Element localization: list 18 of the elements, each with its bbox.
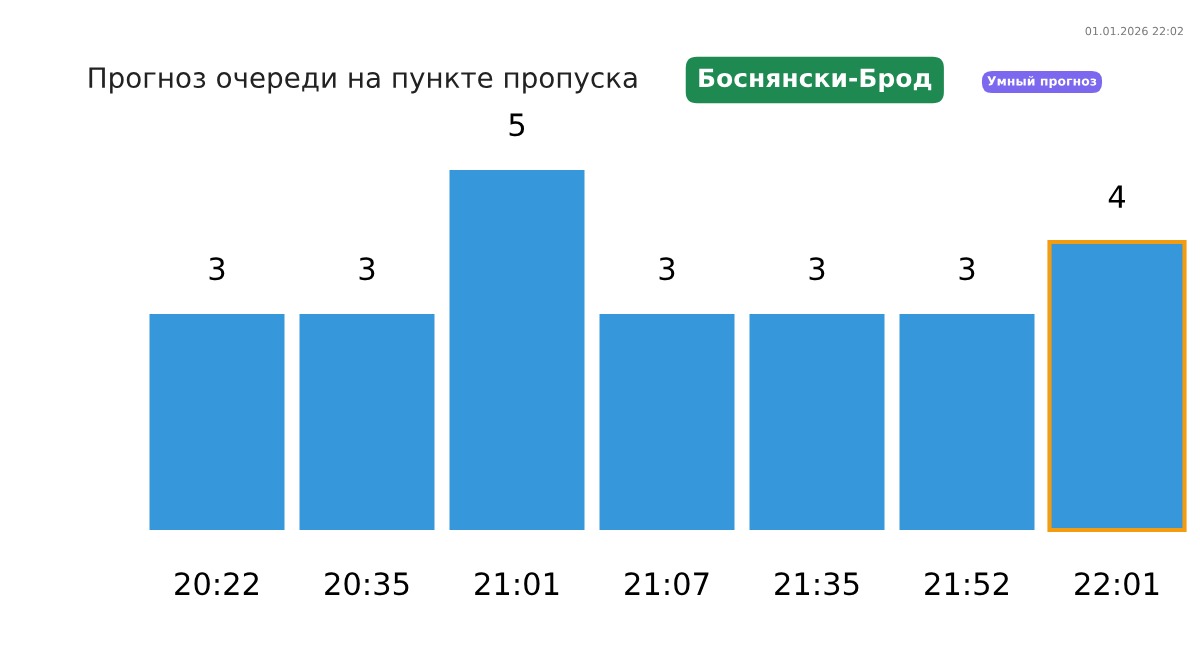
x-tick-label: 21:07 <box>625 572 709 596</box>
chart-subtitle: Боснянски-Брод <box>699 68 932 93</box>
data-label: 3 <box>959 257 975 281</box>
data-label: 3 <box>359 257 375 281</box>
text: 01.01.2026 22:02 <box>1085 26 1183 36</box>
x-tick-label: 20:35 <box>325 572 409 596</box>
data-label: 3 <box>809 257 825 281</box>
data-label: 3 <box>209 257 225 281</box>
x-tick-label: 21:01 <box>475 572 559 596</box>
chart-title: Прогноз очереди на пункте пропуска <box>89 67 637 94</box>
data-label: 4 <box>1108 185 1126 208</box>
x-tick-label: 21:52 <box>925 572 1008 596</box>
x-tick-label: 21:35 <box>775 572 859 596</box>
data-label: 3 <box>659 257 675 281</box>
x-tick-label: 20:22 <box>175 572 258 596</box>
x-tick-label: 22:01 <box>1075 572 1159 596</box>
text: Умный прогноз <box>987 75 1097 89</box>
data-label: 5 <box>509 113 525 137</box>
